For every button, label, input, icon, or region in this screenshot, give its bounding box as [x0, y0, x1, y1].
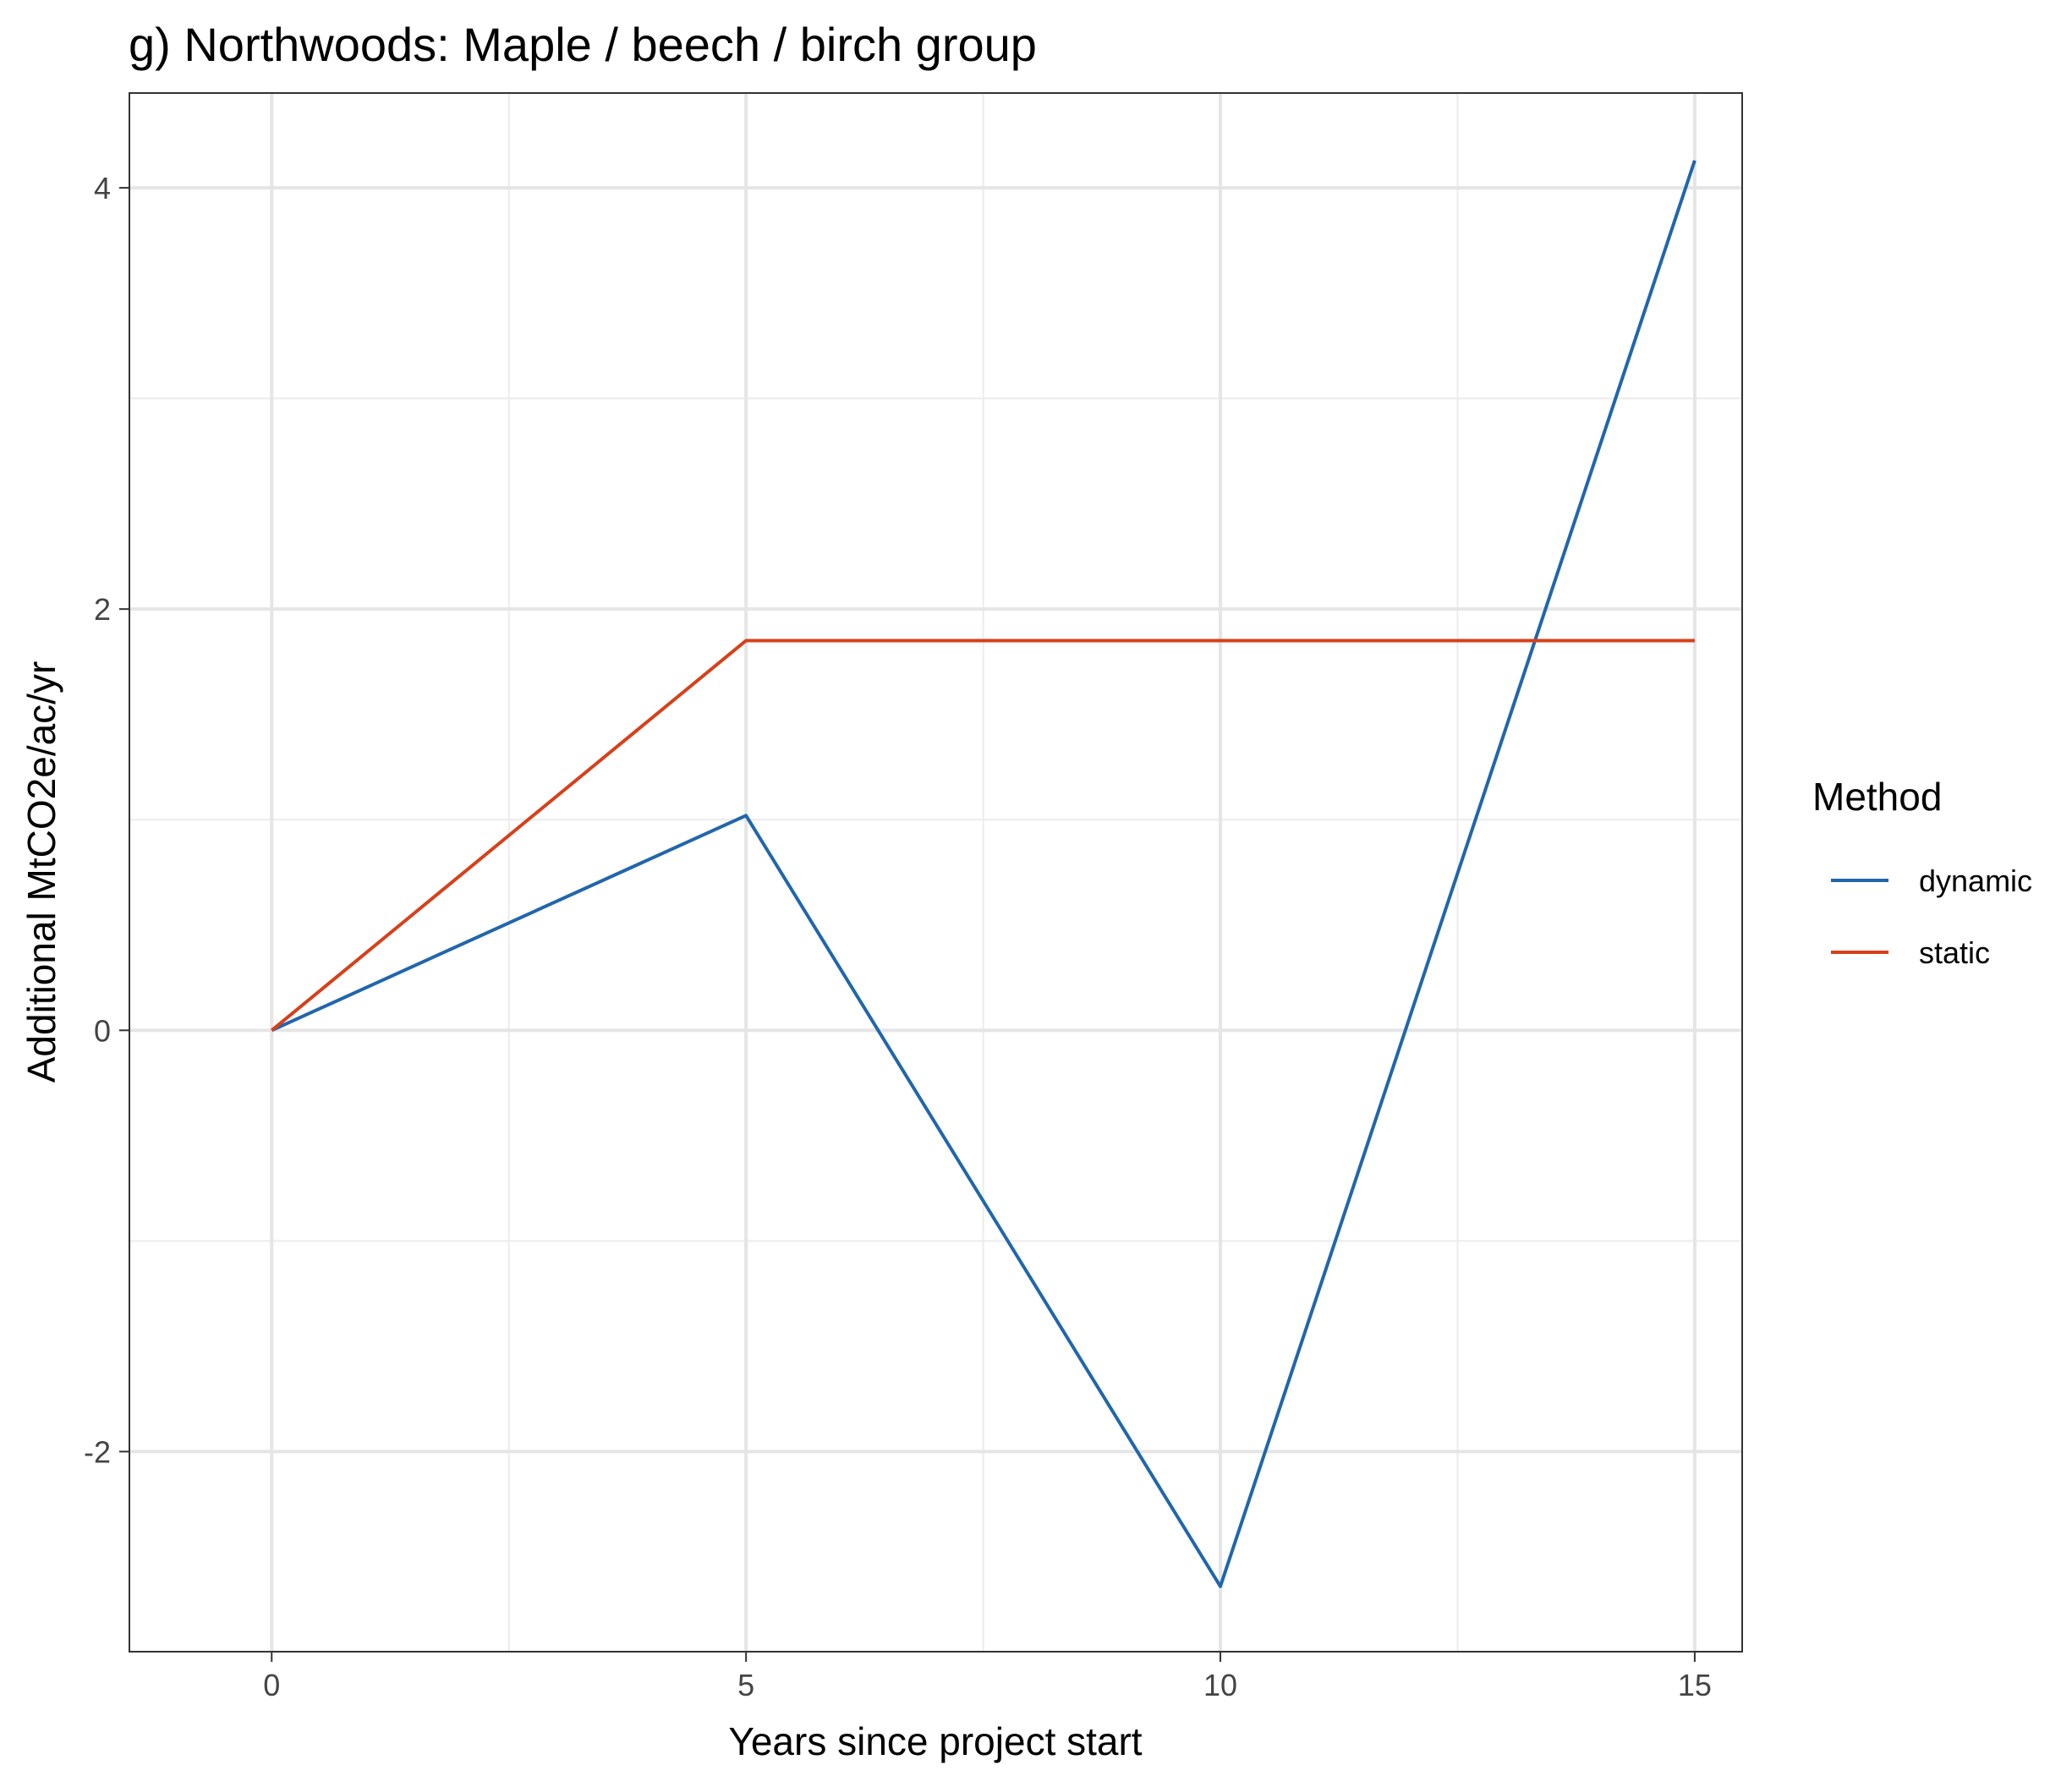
y-tick-label: 4: [94, 171, 111, 206]
x-tick-label: 0: [263, 1668, 280, 1702]
x-tick-label: 5: [737, 1668, 754, 1702]
x-axis-title: Years since project start: [728, 1719, 1142, 1763]
legend: Method dynamic static: [1812, 775, 2032, 970]
x-tick-label: 15: [1678, 1668, 1712, 1702]
x-axis: 0 5 10 15: [263, 1652, 1712, 1702]
y-axis-title: Additional MtCO2e/ac/yr: [19, 661, 63, 1083]
legend-items: dynamic static: [1831, 863, 2032, 970]
series-lines: [271, 160, 1697, 1588]
y-tick-label: -2: [84, 1434, 111, 1469]
y-tick-label: 2: [94, 592, 111, 627]
legend-label-dynamic: dynamic: [1919, 863, 2032, 898]
y-tick-label: 0: [94, 1013, 111, 1048]
x-tick-label: 10: [1203, 1668, 1237, 1702]
series-line-dynamic: [271, 160, 1697, 1588]
major-gridlines: [129, 93, 1742, 1652]
legend-title: Method: [1812, 775, 1942, 819]
chart-title: g) Northwoods: Maple / beech / birch gro…: [129, 18, 1037, 71]
panel-border: [129, 92, 1743, 1653]
series-line-static: [271, 639, 1695, 1032]
panel-background: [129, 93, 1742, 1652]
legend-label-static: static: [1919, 935, 1990, 970]
y-axis: -2 0 2 4: [84, 171, 129, 1469]
plot-panel: [129, 92, 1743, 1653]
